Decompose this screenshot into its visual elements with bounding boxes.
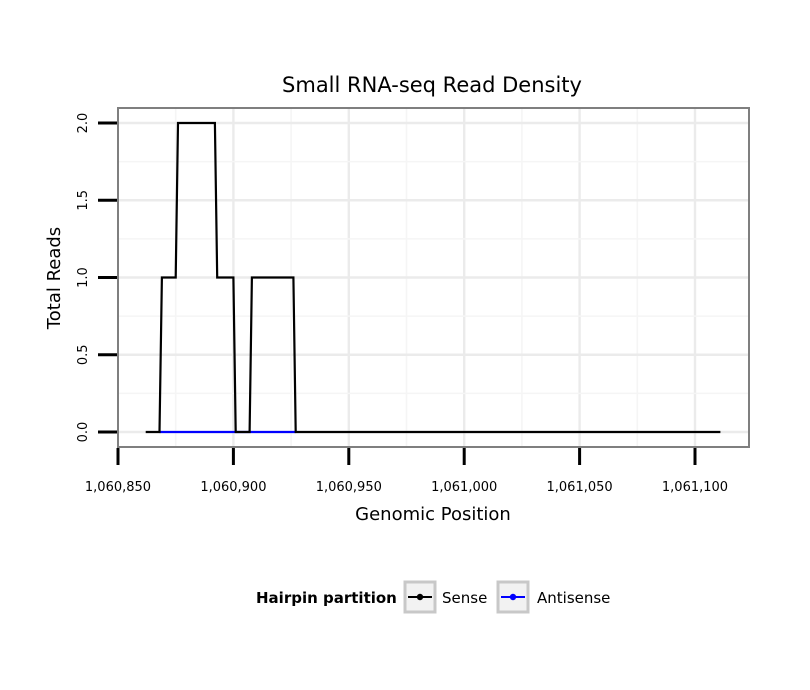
legend-label-sense: Sense [442,589,487,607]
grid [118,108,749,447]
x-tick-label: 1,061,000 [431,480,497,495]
legend-key-point-sense [416,593,424,601]
x-tick-label: 1,061,050 [547,480,613,495]
x-tick-label: 1,060,900 [200,480,266,495]
y-tick-label: 0.0 [76,422,91,443]
legend-title: Hairpin partition [256,589,397,607]
y-tick-label: 1.0 [76,267,91,288]
series-layer [145,121,721,434]
plot-panel-border [117,107,750,448]
y-tick-label: 2.0 [76,113,91,134]
y-axis: 0.0 0.5 1.0 1.5 2.0 [76,113,117,443]
x-tick-label: 1,060,950 [316,480,382,495]
y-tick-label: 1.5 [76,190,91,211]
x-axis: 1,060,850 1,060,900 1,060,950 1,061,000 1,06… [85,448,728,495]
y-axis-title: Total Reads [44,227,65,330]
legend-key-point-antisense [509,593,517,601]
series-line-sense [145,121,721,434]
x-tick-label: 1,061,100 [662,480,728,495]
y-tick-label: 0.5 [76,344,91,365]
x-tick-label: 1,060,850 [85,480,151,495]
legend: Hairpin partition Sense Antisense [256,580,610,614]
legend-label-antisense: Antisense [537,589,610,607]
x-axis-title: Genomic Position [355,504,511,525]
chart-title: Small RNA-seq Read Density [282,73,582,97]
